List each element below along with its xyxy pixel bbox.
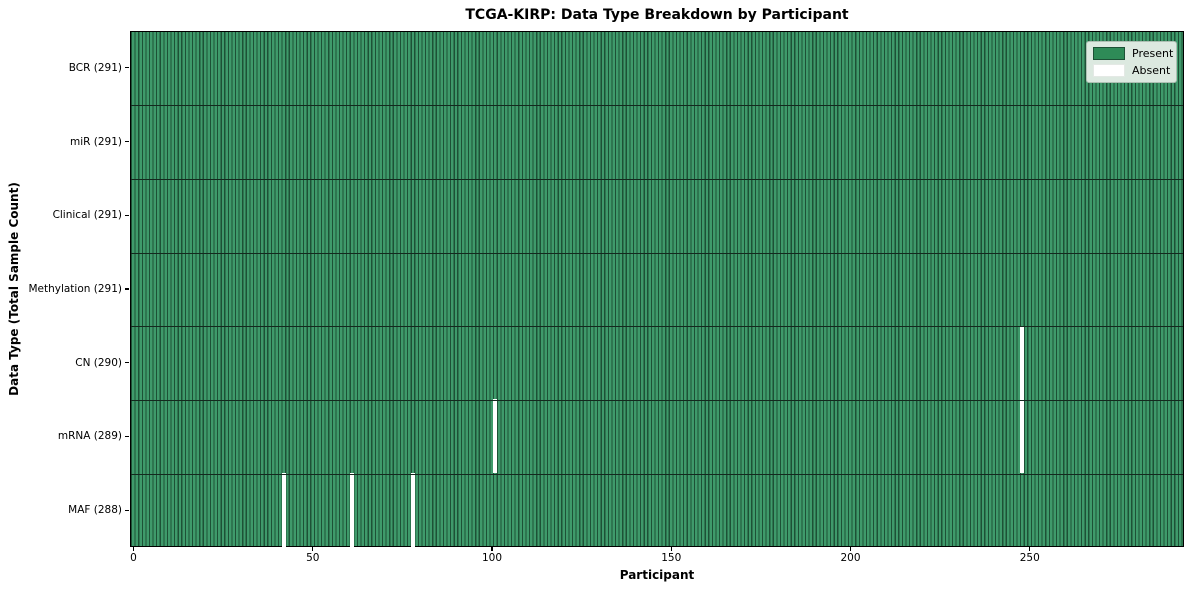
- x-tick-mark: [1029, 547, 1031, 551]
- row-divider: [131, 178, 1183, 181]
- legend-entry-absent: Absent: [1093, 64, 1170, 77]
- absent-gap: [1020, 325, 1025, 400]
- legend-label-present: Present: [1132, 46, 1174, 60]
- x-tick-label: 250: [1019, 552, 1040, 564]
- row-divider: [131, 105, 1183, 107]
- chart-title: TCGA-KIRP: Data Type Breakdown by Partic…: [465, 7, 849, 23]
- y-tick-label: BCR (291): [68, 61, 122, 74]
- x-tick-mark: [132, 547, 135, 551]
- row-divider: [131, 252, 1183, 254]
- absent-gap: [493, 399, 498, 473]
- y-tick-label: CN (290): [75, 356, 122, 369]
- present-swatch-icon: [1093, 47, 1125, 60]
- x-tick-mark: [849, 547, 852, 551]
- y-tick-mark: [125, 288, 129, 290]
- y-tick-mark: [125, 67, 129, 69]
- y-tick-label: Methylation (291): [28, 283, 122, 295]
- x-tick-label: 200: [840, 552, 861, 564]
- y-tick-label: mRNA (289): [57, 430, 122, 443]
- y-tick-label: Clinical (291): [52, 209, 122, 222]
- absent-gap: [281, 472, 286, 547]
- absent-gap: [1020, 399, 1025, 473]
- absent-gap: [410, 472, 416, 547]
- y-tick-label: MAF (288): [68, 504, 122, 517]
- row-divider: [131, 473, 1183, 475]
- x-tick-label: 50: [306, 552, 320, 564]
- absent-swatch-icon: [1093, 64, 1125, 77]
- x-tick-mark: [670, 547, 672, 551]
- x-axis-label: Participant: [619, 568, 695, 582]
- x-tick-label: 100: [481, 552, 503, 564]
- x-tick-mark: [312, 547, 314, 551]
- y-tick-label: miR (291): [69, 135, 122, 148]
- y-tick-mark: [125, 140, 129, 143]
- absent-gap: [349, 472, 355, 547]
- y-tick-mark: [125, 509, 129, 511]
- x-tick-label: 0: [130, 552, 137, 564]
- row-divider: [131, 326, 1183, 328]
- legend-entry-present: Present: [1093, 46, 1174, 60]
- legend: Present Absent: [1086, 41, 1177, 83]
- y-tick-mark: [125, 214, 129, 216]
- legend-label-absent: Absent: [1132, 63, 1171, 77]
- row-divider: [131, 399, 1183, 402]
- y-tick-mark: [125, 362, 129, 364]
- plot-area: [130, 31, 1184, 547]
- y-tick-mark: [125, 435, 129, 438]
- x-tick-label: 150: [661, 552, 682, 564]
- x-tick-mark: [491, 547, 493, 551]
